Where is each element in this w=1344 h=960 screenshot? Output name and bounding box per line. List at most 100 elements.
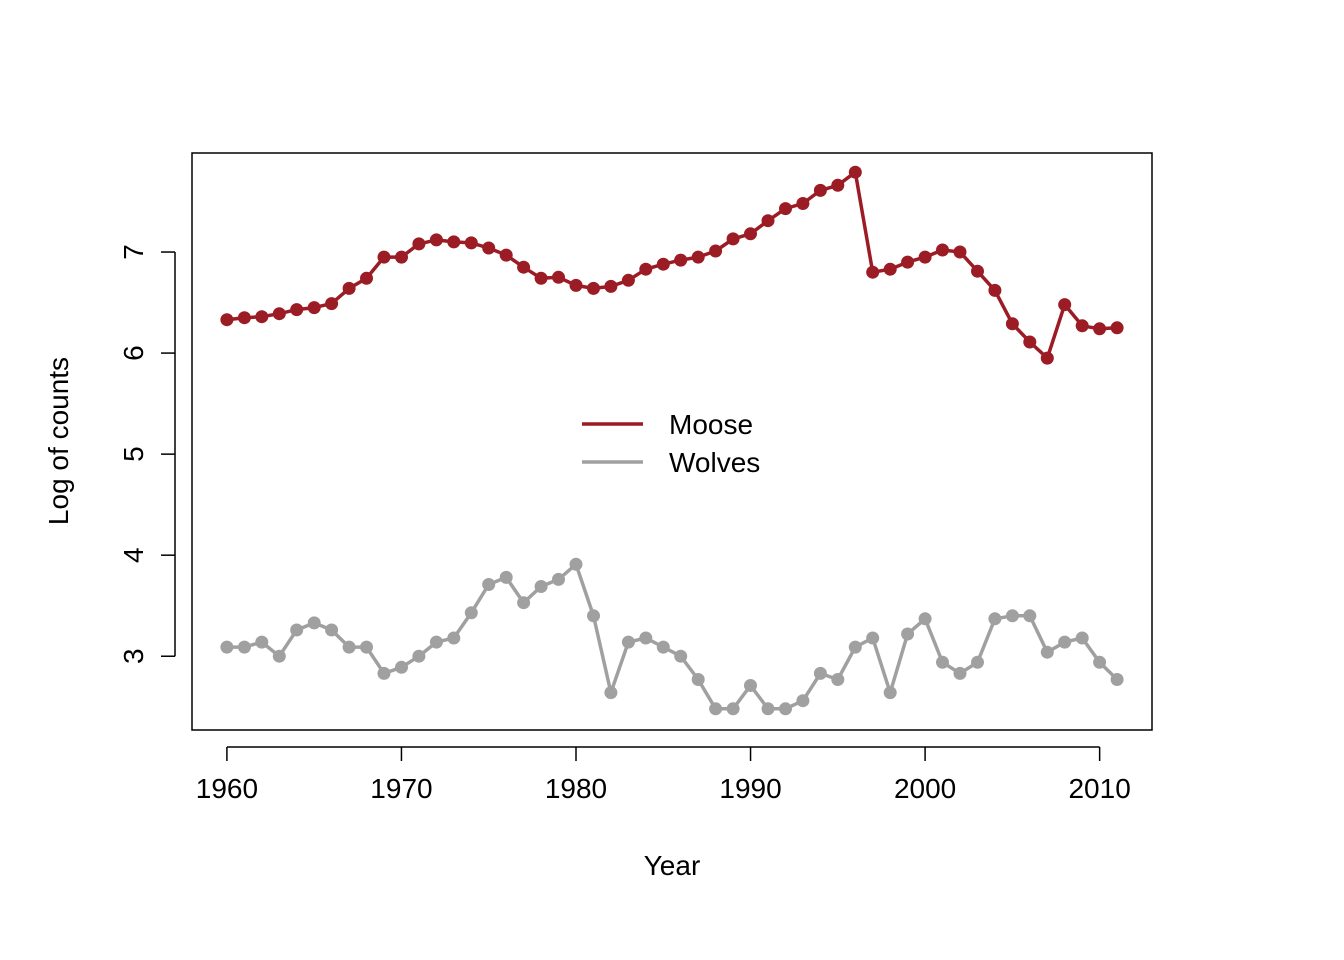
data-point-moose [656, 257, 670, 271]
data-point-moose [429, 233, 443, 247]
data-point-wolves [813, 666, 827, 680]
data-point-moose [342, 281, 356, 295]
series-layer [220, 165, 1124, 716]
data-point-wolves [1023, 609, 1037, 623]
data-point-moose [831, 178, 845, 192]
y-tick-label: 6 [118, 345, 149, 361]
data-point-wolves [377, 666, 391, 680]
data-point-wolves [831, 673, 845, 686]
x-tick-label: 2010 [1068, 773, 1130, 804]
data-point-wolves [1040, 645, 1054, 659]
data-point-wolves [587, 609, 600, 623]
data-point-moose [464, 236, 478, 250]
data-point-moose [272, 307, 286, 321]
legend-label-wolves: Wolves [669, 447, 760, 478]
data-point-moose [1023, 335, 1037, 349]
plot-frame [191, 152, 1153, 731]
x-axis-label: Year [644, 850, 701, 881]
data-point-wolves [342, 640, 356, 654]
data-point-moose [534, 271, 548, 285]
data-point-wolves [866, 631, 880, 645]
data-point-moose [220, 313, 234, 327]
data-point-moose [761, 214, 775, 228]
data-point-wolves [1005, 609, 1019, 623]
data-point-wolves [1058, 635, 1072, 649]
data-point-moose [552, 270, 565, 284]
data-point-wolves [796, 694, 810, 708]
data-point-wolves [988, 612, 1002, 626]
data-point-moose [866, 265, 880, 279]
data-point-wolves [220, 640, 234, 654]
x-axis: 1960 1970 1980 1990 2000 2010 [196, 746, 1131, 804]
data-point-wolves [429, 635, 443, 649]
data-point-moose [1040, 351, 1054, 365]
data-point-wolves [395, 660, 408, 674]
data-point-wolves [272, 649, 286, 663]
data-point-wolves [726, 702, 740, 716]
data-point-wolves [517, 596, 531, 610]
data-point-wolves [1110, 673, 1124, 686]
data-point-moose [953, 245, 967, 259]
data-point-wolves [552, 572, 565, 586]
data-point-wolves [621, 635, 635, 649]
data-point-moose [1093, 322, 1107, 336]
data-point-wolves [918, 612, 932, 626]
data-point-moose [709, 244, 723, 258]
x-tick-label: 1960 [196, 773, 258, 804]
data-point-wolves [482, 578, 496, 591]
data-point-moose [988, 283, 1002, 297]
data-point-moose [255, 310, 269, 324]
data-point-moose [691, 250, 705, 264]
data-point-wolves [360, 640, 373, 654]
data-point-moose [1058, 298, 1072, 312]
series-line-moose [226, 170, 1118, 360]
data-point-wolves [325, 623, 339, 637]
data-point-moose [604, 279, 618, 293]
data-point-wolves [848, 640, 862, 654]
x-tick-label: 1990 [719, 773, 781, 804]
data-point-moose [971, 264, 984, 278]
y-tick-label: 7 [118, 244, 149, 260]
data-point-wolves [744, 679, 757, 692]
y-tick-label: 3 [118, 648, 149, 664]
data-point-wolves [412, 649, 426, 663]
data-point-moose [848, 165, 862, 179]
y-axis-label: Log of counts [43, 357, 74, 525]
data-point-moose [360, 271, 373, 285]
data-point-wolves [534, 580, 548, 593]
data-point-moose [796, 197, 810, 210]
y-tick-label: 5 [118, 446, 149, 462]
data-point-moose [779, 202, 792, 216]
data-point-moose [307, 301, 321, 315]
series-line-wolves [226, 562, 1119, 711]
data-point-moose [621, 273, 635, 287]
data-point-wolves [255, 635, 269, 649]
legend: Moose Wolves [582, 409, 760, 478]
data-point-moose [569, 278, 583, 292]
data-point-moose [517, 260, 531, 274]
data-point-wolves [761, 702, 775, 716]
data-point-moose [325, 297, 339, 311]
x-tick-label: 1980 [545, 773, 607, 804]
data-point-wolves [604, 686, 618, 700]
data-point-wolves [639, 631, 653, 645]
data-point-moose [377, 250, 391, 264]
data-point-wolves [971, 655, 984, 669]
data-point-moose [639, 262, 653, 276]
data-point-wolves [953, 666, 967, 680]
y-tick-label: 4 [118, 547, 149, 563]
data-point-moose [395, 250, 408, 264]
data-point-moose [412, 237, 426, 251]
data-point-moose [447, 235, 461, 249]
data-point-wolves [779, 702, 792, 716]
data-point-wolves [290, 623, 304, 637]
data-point-moose [901, 255, 915, 269]
data-point-moose [1075, 319, 1089, 333]
data-point-wolves [674, 649, 688, 663]
data-point-moose [290, 303, 304, 317]
data-point-wolves [901, 627, 915, 641]
x-tick-label: 2000 [894, 773, 956, 804]
data-point-moose [482, 241, 496, 255]
data-point-wolves [1075, 631, 1089, 645]
